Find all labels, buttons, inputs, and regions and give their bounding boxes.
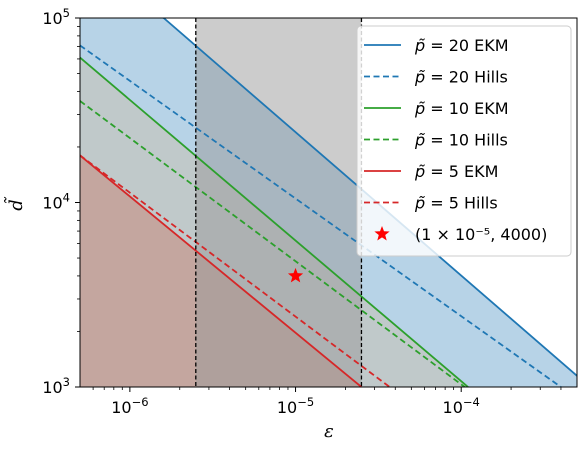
y-axis-label: d̃ — [4, 196, 27, 211]
marker-layer — [287, 267, 304, 283]
series-line-p-10-hills — [80, 100, 466, 387]
y-tick-label: 103 — [42, 375, 70, 397]
data-point-star — [287, 267, 304, 283]
x-tick-label: 10−6 — [111, 395, 148, 417]
legend-label: p̃ = 20 EKM — [414, 36, 509, 55]
shaded-band-layer — [195, 18, 362, 387]
tick-layer: 10−6 10−5 10−4 103 104 105 — [42, 6, 562, 417]
series-line-p-5-hills — [80, 154, 391, 387]
legend-label: p̃ = 10 EKM — [414, 99, 509, 118]
legend-label: p̃ = 10 Hills — [414, 131, 508, 150]
shaded-x-band — [195, 18, 362, 387]
series-line-p-20-ekm — [161, 18, 577, 377]
y-tick-label: 105 — [42, 6, 70, 28]
x-tick-label: 10−5 — [277, 395, 314, 417]
x-axis-label: ε — [324, 421, 334, 442]
legend-swatch-star — [374, 226, 390, 241]
legend-label: p̃ = 5 EKM — [414, 162, 498, 181]
x-tick-label: 10−4 — [443, 395, 480, 417]
legend: p̃ = 20 EKM p̃ = 20 Hills p̃ = 10 EKM p̃ = … — [356, 25, 572, 257]
legend-label: p̃ = 20 Hills — [414, 68, 508, 87]
series-line-p-10-ekm — [80, 56, 469, 387]
series-line-p-5-ekm — [80, 154, 363, 387]
series-line-p-20-hills — [80, 44, 562, 387]
y-tick-label: 104 — [42, 191, 70, 213]
legend-label: (1 × 10⁻⁵, 4000) — [415, 225, 547, 244]
legend-label: p̃ = 5 Hills — [414, 194, 498, 213]
series-line-layer — [80, 18, 577, 387]
legend-box — [356, 25, 572, 257]
